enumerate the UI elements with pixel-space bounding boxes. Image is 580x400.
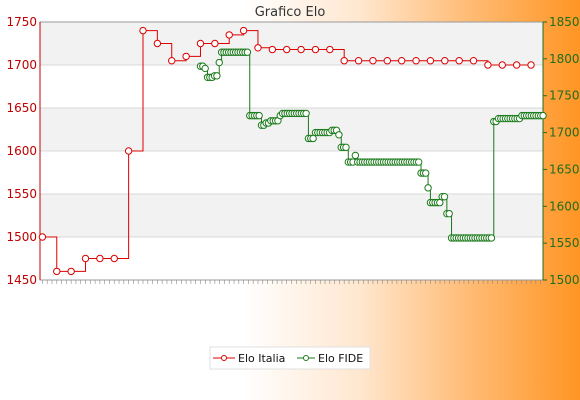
data-point[interactable] (311, 45, 320, 54)
data-point[interactable] (215, 58, 223, 67)
data-point[interactable] (182, 52, 190, 61)
plot-band (40, 22, 543, 65)
data-point[interactable] (53, 267, 61, 276)
data-point[interactable] (487, 234, 496, 242)
data-point[interactable] (527, 61, 535, 69)
data-point[interactable] (196, 39, 205, 48)
data-point[interactable] (340, 57, 348, 65)
plot-band (40, 65, 543, 108)
data-point[interactable] (354, 57, 363, 65)
right-tick-label: 1700 (549, 126, 580, 140)
data-point[interactable] (254, 44, 262, 52)
legend-item-elo-fide[interactable]: Elo FIDE (297, 352, 363, 365)
left-y-axis: 1450 1500 1550 1600 1650 1700 1750 (6, 15, 41, 287)
left-tick-label: 1700 (6, 58, 37, 72)
data-point[interactable] (243, 48, 252, 56)
right-y-axis: 1500 1550 1600 1650 1700 1750 1800 1850 (542, 15, 580, 287)
data-point[interactable] (469, 57, 478, 65)
legend-item-elo-italia[interactable]: Elo Italia (213, 352, 285, 365)
data-point[interactable] (139, 26, 147, 35)
data-point[interactable] (153, 39, 162, 48)
data-point[interactable] (211, 39, 219, 48)
data-point[interactable] (422, 169, 430, 177)
series-elo-fide (196, 48, 547, 242)
right-tick-label: 1650 (549, 162, 580, 176)
data-point[interactable] (414, 158, 423, 166)
right-tick-label: 1500 (549, 273, 580, 287)
data-point[interactable] (283, 45, 291, 54)
data-point[interactable] (424, 184, 432, 192)
right-tick-label: 1800 (549, 52, 580, 66)
data-point[interactable] (96, 254, 104, 263)
data-point[interactable] (441, 57, 449, 65)
x-axis (42, 280, 541, 284)
data-point[interactable] (239, 26, 248, 35)
data-point[interactable] (484, 61, 492, 69)
data-point[interactable] (255, 111, 263, 120)
data-point[interactable] (512, 61, 521, 69)
right-tick-label: 1850 (549, 15, 580, 29)
data-point[interactable] (268, 45, 277, 54)
data-point[interactable] (168, 57, 176, 65)
data-point[interactable] (326, 45, 334, 54)
left-tick-label: 1500 (6, 230, 37, 244)
data-point[interactable] (498, 61, 506, 69)
right-tick-label: 1750 (549, 89, 580, 103)
data-point[interactable] (351, 151, 360, 160)
data-point[interactable] (412, 57, 420, 65)
chart-title: Grafico Elo (255, 5, 326, 20)
left-tick-label: 1550 (6, 187, 37, 201)
legend-label-elo-italia: Elo Italia (238, 352, 285, 365)
legend: Elo Italia Elo FIDE (209, 346, 371, 370)
legend-box (209, 346, 371, 370)
plot-band (40, 194, 543, 237)
left-tick-label: 1650 (6, 101, 37, 115)
left-tick-label: 1750 (6, 15, 37, 29)
data-point[interactable] (369, 57, 377, 65)
right-tick-label: 1550 (549, 236, 580, 250)
left-tick-label: 1450 (6, 273, 37, 287)
data-point[interactable] (110, 254, 118, 263)
left-tick-label: 1600 (6, 144, 37, 158)
data-point[interactable] (342, 143, 350, 152)
right-tick-label: 1600 (549, 199, 580, 213)
data-point[interactable] (440, 193, 449, 201)
data-point[interactable] (213, 72, 221, 80)
series-elo-italia (38, 26, 535, 276)
data-point[interactable] (383, 57, 392, 65)
data-point[interactable] (81, 254, 90, 263)
data-point[interactable] (38, 233, 47, 241)
data-point[interactable] (124, 147, 133, 155)
legend-marker-elo-italia (221, 355, 227, 361)
legend-label-elo-fide: Elo FIDE (318, 352, 363, 365)
data-point[interactable] (225, 31, 233, 39)
data-point[interactable] (302, 109, 310, 118)
data-point[interactable] (397, 57, 406, 65)
data-point[interactable] (335, 131, 343, 139)
data-point[interactable] (201, 64, 209, 73)
data-point[interactable] (539, 111, 547, 120)
data-point[interactable] (426, 57, 435, 65)
plot-band (40, 151, 543, 194)
data-point[interactable] (455, 57, 463, 65)
data-point[interactable] (445, 209, 453, 218)
legend-marker-elo-fide (303, 355, 309, 361)
data-point[interactable] (67, 267, 75, 276)
data-point[interactable] (297, 45, 305, 54)
